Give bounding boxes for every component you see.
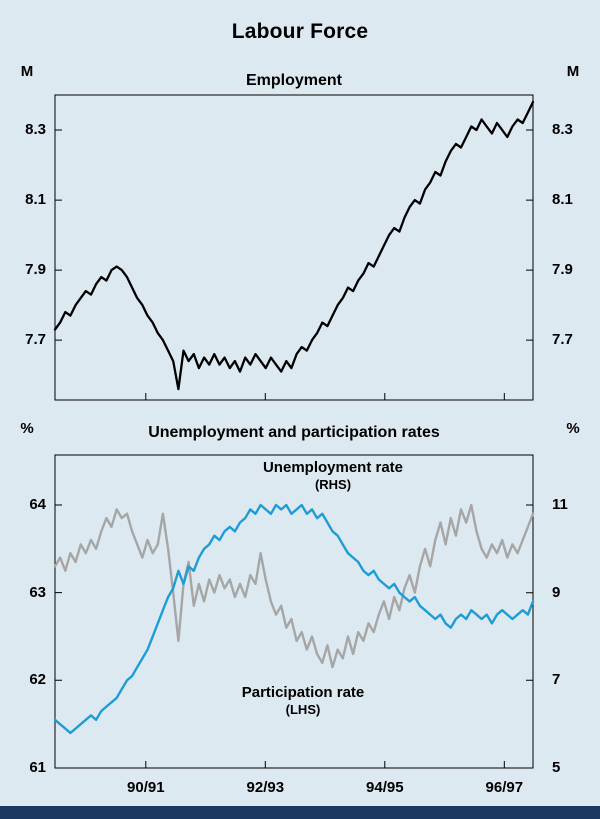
ytick-left: 8.1 (25, 191, 46, 208)
ytick-right: 5 (552, 759, 561, 776)
chart-title: Labour Force (231, 20, 369, 43)
ytick-right: 9 (552, 584, 561, 601)
ytick-right: 8.3 (552, 121, 573, 138)
ytick-right: 8.1 (552, 191, 573, 208)
panel2-unit-left: % (20, 420, 34, 437)
ytick-left: 7.9 (25, 261, 46, 278)
unemployment-rate-annotation: Unemployment rate (RHS) (263, 459, 403, 493)
participation-line (53, 503, 535, 669)
panel2-unit-right: % (566, 420, 580, 437)
ytick-left: 61 (29, 759, 46, 776)
x-tick-label: 94/95 (366, 779, 404, 796)
participation-rate-axis-note: (LHS) (285, 702, 321, 717)
ytick-left: 8.3 (25, 121, 46, 138)
participation-rate-annotation: Participation rate (LHS) (242, 684, 365, 718)
employment-line (53, 100, 535, 391)
footer-bar (0, 806, 600, 819)
x-tick-label: 92/93 (246, 779, 285, 796)
ytick-left: 7.7 (25, 331, 46, 348)
ytick-left: 64 (29, 496, 46, 513)
panel1-unit-left: M (20, 63, 34, 80)
x-tick-label: 96/97 (485, 779, 524, 796)
axes-frame (54, 94, 534, 769)
panel1-title: Employment (245, 72, 342, 89)
panel1-unit-right: M (566, 63, 580, 80)
ytick-right: 7.9 (552, 261, 573, 278)
unemployment-line (53, 503, 535, 735)
unemployment-rate-label: Unemployment rate (262, 459, 404, 476)
ytick-right: 7.7 (552, 331, 573, 348)
ytick-left: 62 (29, 671, 46, 688)
x-tick-label: 90/91 (127, 779, 165, 796)
ytick-right: 7 (552, 671, 561, 688)
participation-rate-label: Participation rate (241, 684, 365, 701)
unemployment-rate-axis-note: (RHS) (314, 477, 352, 492)
ytick-left: 63 (29, 584, 46, 601)
panel2-title: Unemployment and participation rates (148, 424, 440, 441)
ytick-right: 11 (552, 496, 568, 513)
